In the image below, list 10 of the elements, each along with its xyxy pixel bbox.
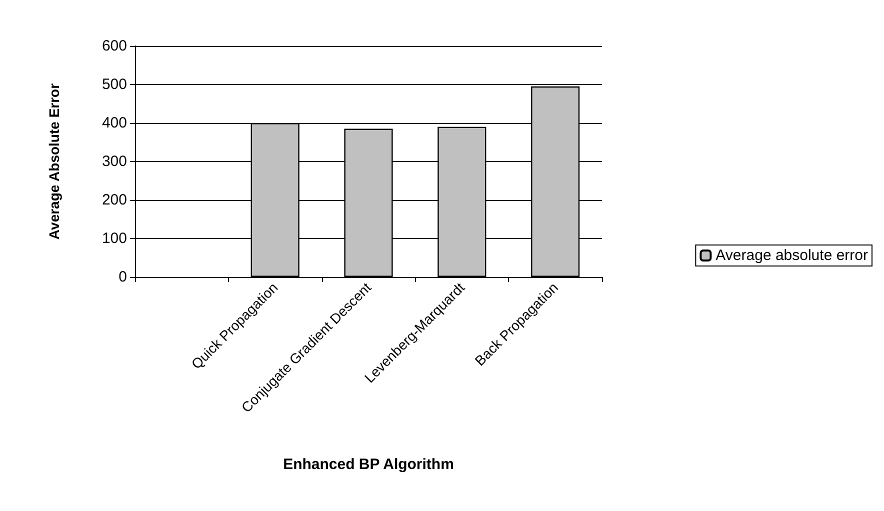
legend-label: Average absolute error bbox=[716, 247, 868, 264]
y-tick-label: 400 bbox=[102, 114, 127, 132]
y-tick-label: 200 bbox=[102, 192, 127, 208]
y-tick-label: 600 bbox=[102, 38, 127, 54]
y-tick-label: 300 bbox=[102, 153, 127, 170]
y-tick-label: 500 bbox=[102, 76, 127, 93]
y-axis-title: Average Absolute Error bbox=[46, 82, 62, 240]
y-tick-label: 100 bbox=[102, 230, 127, 247]
y-tick-label: 0 bbox=[118, 268, 127, 286]
x-axis-title: Enhanced BP Algorithm bbox=[283, 456, 454, 473]
